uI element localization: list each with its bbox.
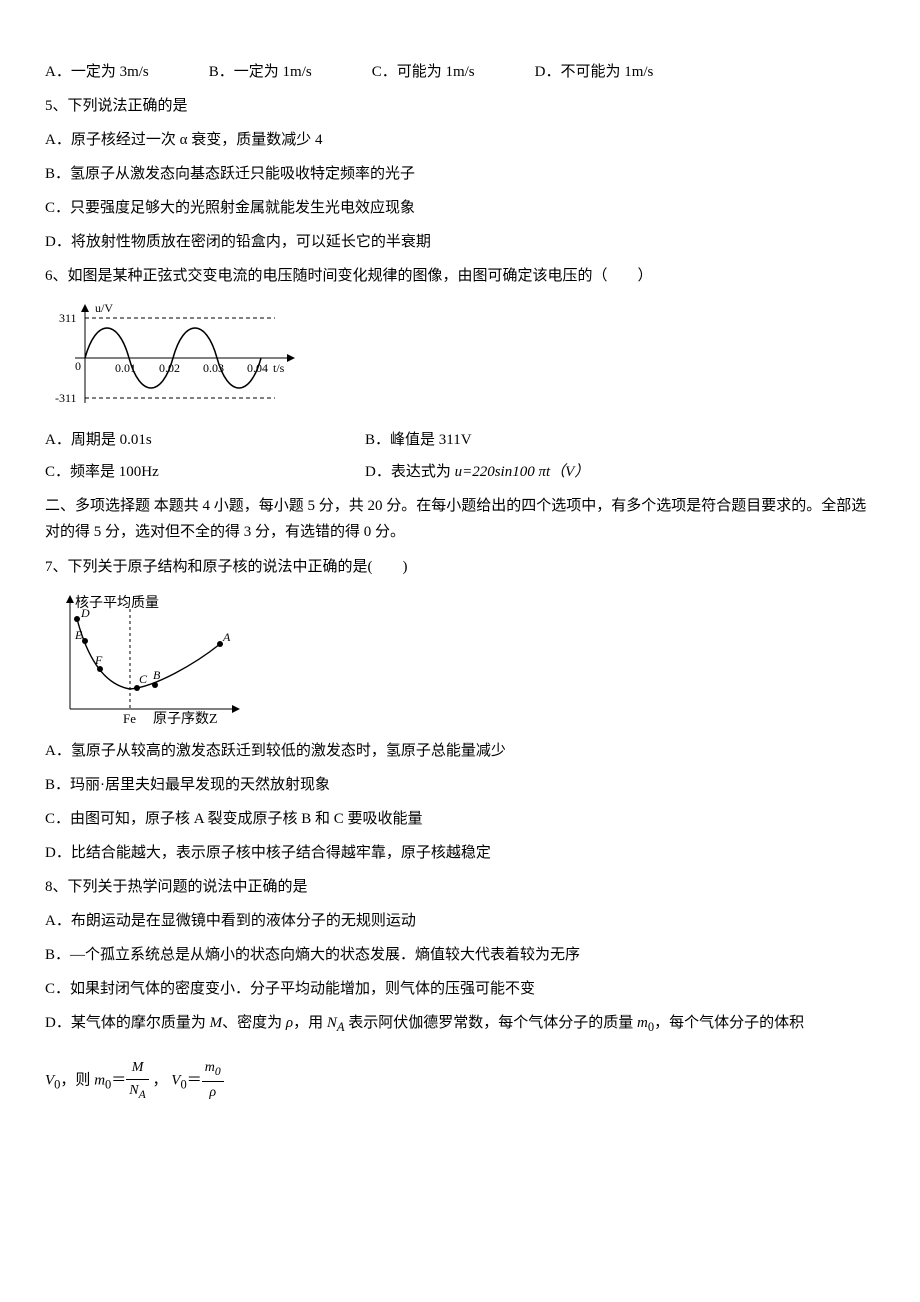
q8-eq1-frac: MNA — [126, 1057, 148, 1105]
q6-xtick-3: 0.03 — [203, 361, 224, 375]
q5-option-d: D．将放射性物质放在密闭的铅盒内，可以延长它的半衰期 — [45, 230, 875, 254]
q8-eq1-eq: ＝ — [111, 1072, 126, 1088]
q8-eq2-num-m: m — [205, 1060, 215, 1075]
q4-option-c: C．可能为 1m/s — [372, 60, 475, 84]
q8-eq2-num: m0 — [202, 1057, 224, 1082]
q6-option-a: A．周期是 0.01s — [45, 428, 365, 452]
q6-sine-chart: u/V 311 0 -311 0.01 0.02 0.03 0.04 t/s — [45, 298, 305, 418]
q6-ytick-neg: -311 — [55, 391, 77, 405]
q4-option-a: A．一定为 3m/s — [45, 60, 149, 84]
q6-option-c: C．频率是 100Hz — [45, 460, 365, 484]
q8-d-m0-m: m — [637, 1015, 648, 1031]
q6-d-expr: u=220sin100 πt（V） — [455, 464, 590, 480]
q6-xlabel: t/s — [273, 361, 285, 375]
q8-eq2-den: ρ — [202, 1082, 224, 1104]
q6-options-row2: C．频率是 100Hz D．表达式为 u=220sin100 πt（V） — [45, 460, 875, 484]
q8-option-a: A．布朗运动是在显微镜中看到的液体分子的无规则运动 — [45, 909, 875, 933]
q8-d-mid3: 表示阿伏伽德罗常数，每个气体分子的质量 — [344, 1015, 637, 1031]
q5-stem: 5、下列说法正确的是 — [45, 94, 875, 118]
svg-text:A: A — [222, 630, 231, 644]
q6-option-b: B．峰值是 311V — [365, 428, 472, 452]
q7-fe-label: Fe — [123, 711, 136, 726]
q8-option-d-line1: D．某气体的摩尔质量为 M、密度为 ρ，用 NA 表示阿伏伽德罗常数，每个气体分… — [45, 1011, 875, 1037]
q7-option-d: D．比结合能越大，表示原子核中核子结合得越牢靠，原子核越稳定 — [45, 841, 875, 865]
q8-d-l2-c: ， — [149, 1072, 168, 1088]
q5-option-a: A．原子核经过一次 α 衰变，质量数减少 4 — [45, 128, 875, 152]
q6-xtick-4: 0.04 — [247, 361, 268, 375]
svg-text:E: E — [74, 628, 83, 642]
q6-ylabel: u/V — [95, 301, 113, 315]
q6-option-d: D．表达式为 u=220sin100 πt（V） — [365, 460, 589, 484]
q8-eq1-den-sub: A — [139, 1088, 146, 1101]
q6-stem: 6、如图是某种正弦式交变电流的电压随时间变化规律的图像，由图可确定该电压的（ ） — [45, 264, 875, 288]
q7-option-b: B．玛丽·居里夫妇最早发现的天然放射现象 — [45, 773, 875, 797]
q6-options-row1: A．周期是 0.01s B．峰值是 311V — [45, 428, 875, 452]
section2-header: 二、多项选择题 本题共 4 小题，每小题 5 分，共 20 分。在每小题给出的四… — [45, 494, 875, 545]
q8-d-M: M — [210, 1015, 223, 1031]
svg-text:C: C — [139, 672, 148, 686]
q6-ytick-pos: 311 — [59, 311, 77, 325]
q7-binding-energy-chart: D E F C B A 核子平均质量 Fe 原子序数Z — [45, 589, 255, 729]
q4-option-b: B．一定为 1m/s — [209, 60, 312, 84]
q8-option-c: C．如果封闭气体的密度变小．分子平均动能增加，则气体的压强可能不变 — [45, 977, 875, 1001]
q7-ylabel: 核子平均质量 — [75, 595, 159, 611]
q8-eq1-den-n: N — [129, 1083, 138, 1098]
q8-d-rho: ρ — [286, 1015, 293, 1031]
q8-eq1-num: M — [126, 1057, 148, 1080]
q8-d-mid2: ，用 — [293, 1015, 327, 1031]
q7-option-c: C．由图可知，原子核 A 裂变成原子核 B 和 C 要吸收能量 — [45, 807, 875, 831]
q4-options: A．一定为 3m/s B．一定为 1m/s C．可能为 1m/s D．不可能为 … — [45, 60, 875, 84]
q8-eq2-num-sub: 0 — [215, 1065, 221, 1078]
q8-d-V0-v: V — [45, 1072, 54, 1088]
q8-eq1-lhs-m: m — [94, 1072, 105, 1088]
q7-xlabel: 原子序数Z — [153, 711, 218, 727]
q6-d-prefix: D．表达式为 — [365, 464, 455, 480]
q8-d-NA-n: N — [327, 1015, 337, 1031]
q8-option-d-line2: V0，则 m0＝MNA ， V0＝m0ρ — [45, 1057, 875, 1105]
q8-d-pre: D．某气体的摩尔质量为 — [45, 1015, 210, 1031]
q8-d-l2-a: ，则 — [60, 1072, 94, 1088]
q5-option-c: C．只要强度足够大的光照射金属就能发生光电效应现象 — [45, 196, 875, 220]
q8-eq1-den: NA — [126, 1080, 148, 1104]
q7-stem: 7、下列关于原子结构和原子核的说法中正确的是( ) — [45, 555, 875, 579]
q8-eq2-eq: ＝ — [187, 1072, 202, 1088]
q6-origin: 0 — [75, 359, 81, 373]
q6-xtick-2: 0.02 — [159, 361, 180, 375]
svg-text:F: F — [94, 653, 103, 667]
q7-option-a: A．氢原子从较高的激发态跃迁到较低的激发态时，氢原子总能量减少 — [45, 739, 875, 763]
q5-option-b: B．氢原子从激发态向基态跃迁只能吸收特定频率的光子 — [45, 162, 875, 186]
q8-eq2-frac: m0ρ — [202, 1057, 224, 1105]
svg-text:B: B — [153, 668, 161, 682]
q8-d-mid1: 、密度为 — [222, 1015, 286, 1031]
q8-option-b: B．—个孤立系统总是从熵小的状态向熵大的状态发展．熵值较大代表着较为无序 — [45, 943, 875, 967]
q4-option-d: D．不可能为 1m/s — [535, 60, 654, 84]
q8-stem: 8、下列关于热学问题的说法中正确的是 — [45, 875, 875, 899]
q6-xtick-1: 0.01 — [115, 361, 136, 375]
q8-d-mid4: ，每个气体分子的体积 — [654, 1015, 804, 1031]
